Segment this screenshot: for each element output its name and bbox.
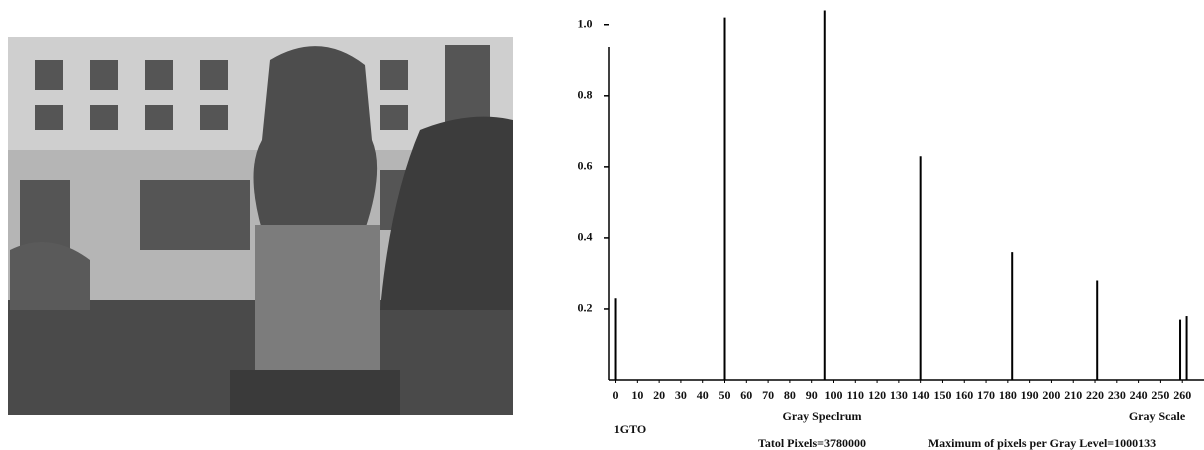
x-tick-label: 150 — [933, 388, 951, 402]
x-tick-label: 210 — [1064, 388, 1082, 402]
x-tick-label: 10 — [631, 388, 643, 402]
x-tick-label: 40 — [697, 388, 709, 402]
y-tick-label: 0.4 — [578, 230, 593, 244]
x-tick-label: 100 — [824, 388, 842, 402]
x-tick-label: 200 — [1042, 388, 1060, 402]
annotation: Maximum of pixels per Gray Level=1000133 — [928, 436, 1156, 450]
y-tick-label: 1.0 — [578, 17, 593, 31]
y-tick-label: 0.2 — [578, 301, 593, 315]
x-tick-label: 130 — [890, 388, 908, 402]
x-tick-label: 90 — [806, 388, 818, 402]
annotation: 1GTO — [614, 422, 646, 436]
x-tick-label: 70 — [762, 388, 774, 402]
x-tick-label: 80 — [784, 388, 796, 402]
x-tick-label: 110 — [847, 388, 864, 402]
photo — [8, 37, 513, 415]
x-tick-label: 140 — [912, 388, 930, 402]
y-tick-label: 0.8 — [578, 88, 593, 102]
x-axis-label: Gray Speclrum — [783, 409, 862, 423]
x-tick-label: 180 — [999, 388, 1017, 402]
x-tick-label: 0 — [613, 388, 619, 402]
x-tick-label: 50 — [719, 388, 731, 402]
x-tick-label: 170 — [977, 388, 995, 402]
x-tick-label: 230 — [1108, 388, 1126, 402]
x-tick-label: 220 — [1086, 388, 1104, 402]
x-tick-label: 250 — [1151, 388, 1169, 402]
x-tick-label: 240 — [1130, 388, 1148, 402]
x-axis-label: Gray Scale — [1129, 409, 1186, 423]
y-tick-label: 0.6 — [578, 159, 593, 173]
x-tick-label: 190 — [1021, 388, 1039, 402]
x-tick-label: 160 — [955, 388, 973, 402]
x-tick-label: 60 — [740, 388, 752, 402]
annotation: Tatol Pixels=3780000 — [758, 436, 866, 450]
x-tick-label: 30 — [675, 388, 687, 402]
x-tick-label: 20 — [653, 388, 665, 402]
x-tick-label: 260 — [1173, 388, 1191, 402]
x-tick-label: 120 — [868, 388, 886, 402]
